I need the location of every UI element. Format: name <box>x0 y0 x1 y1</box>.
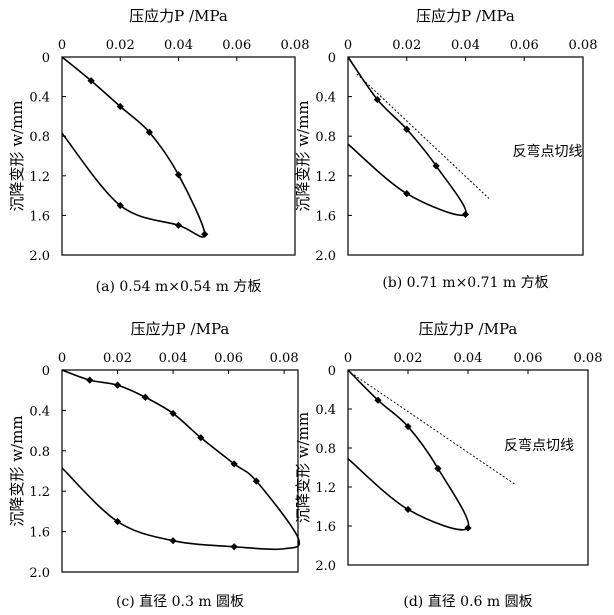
x-tick-label: 0.06 <box>514 351 543 366</box>
x-axis-label: 压应力P /MPa <box>416 7 515 25</box>
y-axis-label: 沉降变形 w/mm <box>294 100 312 211</box>
data-point <box>116 102 124 111</box>
y-tick-label: 2.0 <box>29 249 50 264</box>
panel-d: 压应力P /MPa 0 0.02 0.04 0.06 0.08 0 0.4 0.8 1.2 1.6 2… <box>294 320 602 610</box>
panel-caption: (d) 直径 0.6 m 圆板 <box>403 593 532 610</box>
load-settlement-curve <box>347 369 470 531</box>
x-axis-label: 压应力P /MPa <box>131 320 230 338</box>
x-tick-label: 0 <box>58 38 66 53</box>
data-point <box>403 125 411 133</box>
y-axis-label: 沉降变形 w/mm <box>8 100 26 211</box>
x-tick-label: 0.04 <box>159 351 188 366</box>
y-tick-label: 0 <box>42 364 50 379</box>
x-tick-label: 0.06 <box>510 38 539 53</box>
y-tick-label: 0.4 <box>29 404 50 419</box>
y-tick-label: 2.0 <box>315 559 336 574</box>
x-tick-label: 0.02 <box>394 351 423 366</box>
panel-caption: (a) 0.54 m×0.54 m 方板 <box>96 279 262 295</box>
x-tick-label: 0.08 <box>569 38 598 53</box>
data-point <box>373 95 381 104</box>
data-point <box>86 376 94 384</box>
data-point <box>432 162 440 170</box>
plot-frame <box>347 369 589 566</box>
data-point <box>230 543 238 551</box>
x-tick-label: 0.06 <box>222 38 251 53</box>
data-point <box>461 210 470 219</box>
load-settlement-curve <box>61 369 301 551</box>
y-tick-label: 0.8 <box>29 445 50 460</box>
panel-b: 压应力P /MPa 0 0.02 0.04 0.06 0.08 0 0.4 0.8 1.2 1.6 2… <box>294 7 597 291</box>
y-tick-label: 0.4 <box>315 403 336 418</box>
data-point <box>464 524 472 532</box>
panel-caption: (b) 0.71 m×0.71 m 方板 <box>382 275 548 291</box>
x-tick-label: 0.04 <box>454 351 483 366</box>
x-tick-label: 0.02 <box>106 38 135 53</box>
y-tick-label: 0.4 <box>29 91 50 106</box>
data-point <box>141 393 149 401</box>
y-tick-label: 0 <box>42 51 50 66</box>
data-point <box>404 422 412 431</box>
y-tick-label: 1.2 <box>315 170 336 185</box>
y-tick-label: 0.8 <box>29 130 50 145</box>
data-point <box>174 171 183 179</box>
y-tick-label: 1.2 <box>315 481 336 496</box>
y-axis-label: 沉降变形 w/mm <box>8 415 26 526</box>
x-tick-label: 0 <box>344 351 352 366</box>
panel-c: 压应力P /MPa 0 0.02 0.04 0.06 0.08 0 0.4 0.8 1.2 1.6 2… <box>8 320 301 610</box>
y-tick-label: 1.6 <box>29 526 50 541</box>
y-tick-label: 0 <box>328 364 336 379</box>
data-point <box>201 230 209 238</box>
x-tick-label: 0.06 <box>214 351 243 366</box>
x-tick-label: 0.04 <box>164 38 193 53</box>
annotation-label: 反弯点切线 <box>513 143 583 160</box>
x-tick-label: 0.02 <box>103 351 132 366</box>
data-point <box>116 201 124 210</box>
x-tick-label: 0 <box>344 38 352 53</box>
y-tick-label: 0.8 <box>315 442 336 457</box>
y-tick-label: 1.6 <box>315 209 336 224</box>
x-axis-label: 压应力P /MPa <box>129 7 228 25</box>
y-tick-label: 1.2 <box>29 485 50 500</box>
data-point <box>434 464 442 473</box>
data-point <box>113 381 122 389</box>
y-tick-label: 2.0 <box>315 249 336 264</box>
x-axis-label: 压应力P /MPa <box>419 320 518 338</box>
data-point <box>374 396 382 404</box>
data-point <box>197 434 205 442</box>
x-tick-label: 0.08 <box>574 351 603 366</box>
x-tick-label: 0.04 <box>451 38 480 53</box>
data-point <box>403 190 411 198</box>
y-axis-label: 沉降变形 w/mm <box>294 412 312 523</box>
data-point <box>169 537 177 545</box>
panel-a: 压应力P /MPa 0 0.02 0.04 0.06 0.08 0 0.4 0.8 1.2 1.6 2… <box>8 7 309 295</box>
data-point <box>169 409 177 418</box>
y-tick-label: 0.4 <box>315 91 336 106</box>
load-settlement-curve <box>61 56 206 238</box>
tangent-line <box>353 374 517 486</box>
y-tick-label: 1.6 <box>315 520 336 535</box>
tangent-line <box>356 73 490 199</box>
data-point <box>113 517 122 526</box>
x-tick-label: 0.08 <box>281 38 310 53</box>
annotation-label: 反弯点切线 <box>504 437 574 454</box>
y-tick-label: 2.0 <box>29 566 50 581</box>
y-tick-label: 0 <box>328 51 336 66</box>
y-tick-label: 1.2 <box>29 170 50 185</box>
data-point <box>87 77 95 85</box>
y-tick-label: 1.6 <box>29 209 50 224</box>
x-tick-label: 0.08 <box>270 351 299 366</box>
data-point <box>404 505 412 514</box>
data-point <box>230 460 238 468</box>
x-tick-label: 0 <box>58 351 66 366</box>
x-tick-label: 0.02 <box>392 38 421 53</box>
panel-caption: (c) 直径 0.3 m 圆板 <box>116 593 244 610</box>
y-tick-label: 0.8 <box>315 130 336 145</box>
plot-frame <box>61 369 299 573</box>
data-point <box>174 221 183 229</box>
data-point <box>145 128 153 136</box>
data-point <box>252 477 260 485</box>
